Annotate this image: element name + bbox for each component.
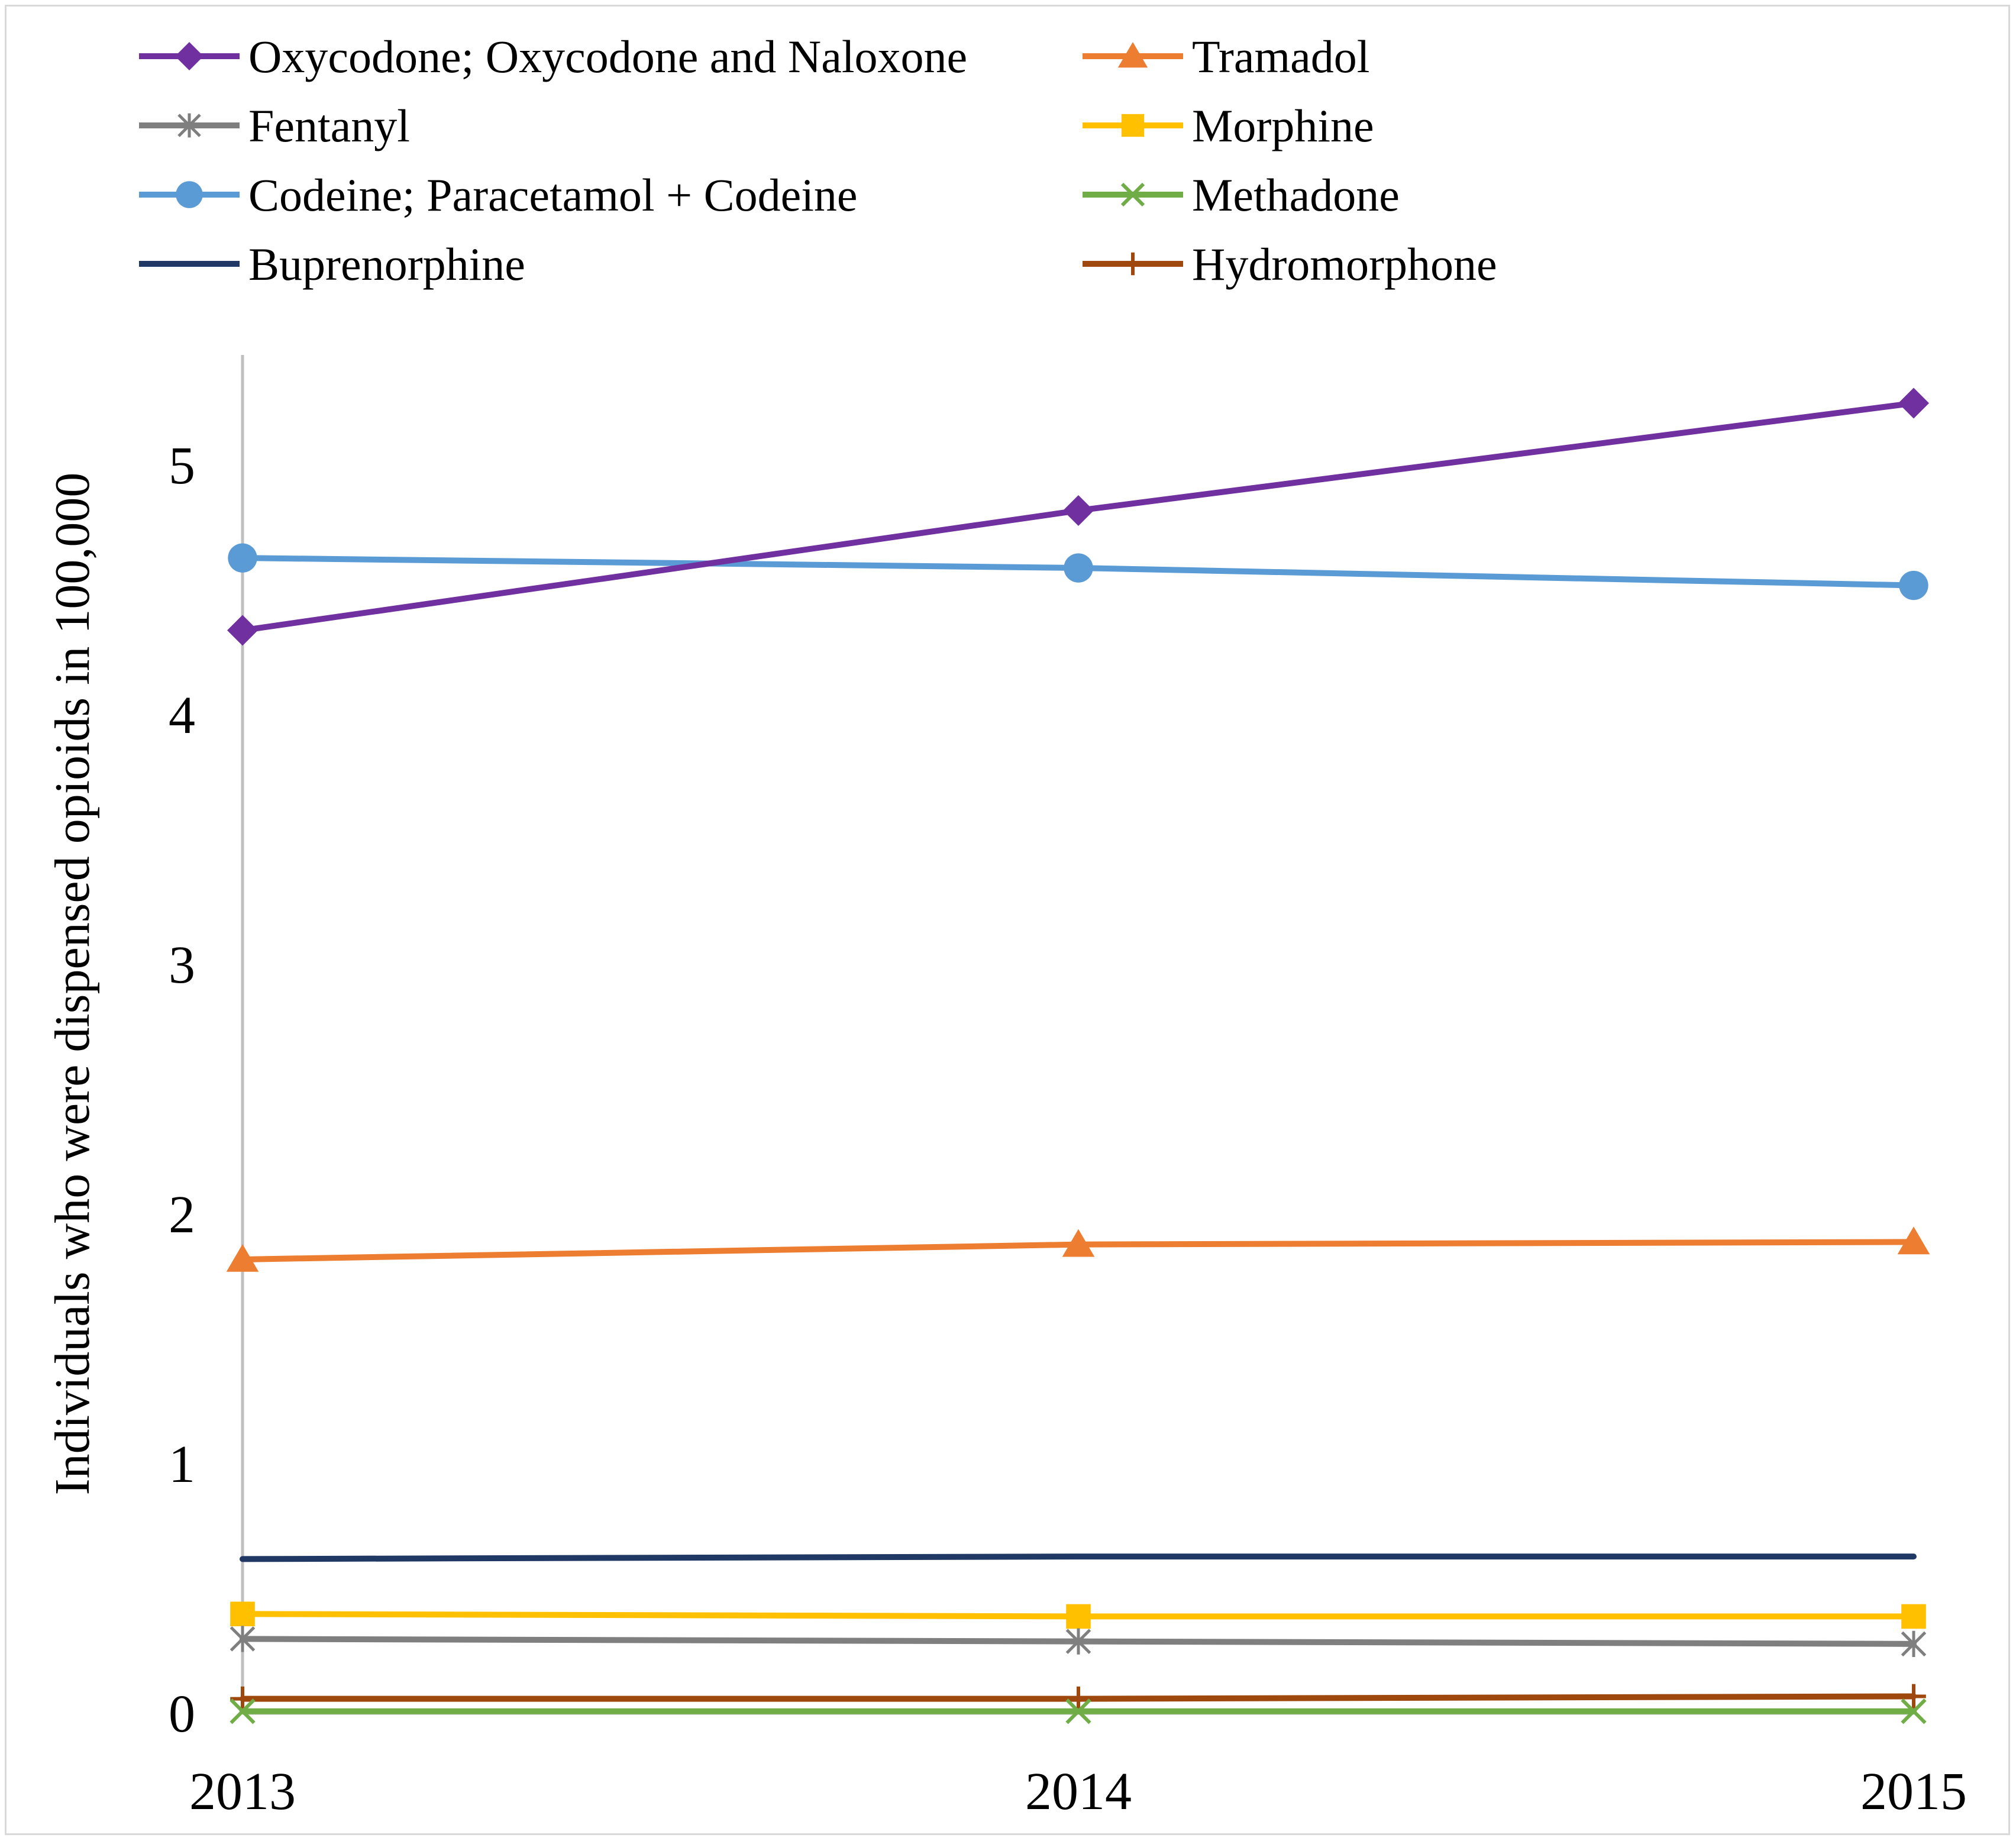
legend-item-hydromorphone: Hydromorphone bbox=[1083, 238, 1497, 290]
y-tick-label-4: 4 bbox=[169, 686, 195, 745]
data-point-hydromorphone-2013 bbox=[230, 1686, 255, 1711]
data-point-methadone-2013 bbox=[230, 1698, 256, 1724]
data-point-morphine-2013 bbox=[230, 1601, 255, 1626]
y-tick-label-5: 5 bbox=[169, 437, 195, 495]
series-hydromorphone bbox=[230, 1684, 1926, 1711]
data-point-fentanyl-2015 bbox=[1901, 1630, 1927, 1657]
series-methadone bbox=[230, 1698, 1927, 1724]
chart-frame bbox=[5, 5, 2010, 1835]
series-codeine-paracetamol-codeine bbox=[228, 543, 1928, 600]
data-point-codeine-paracetamol-codeine-2015 bbox=[1899, 570, 1928, 600]
series-group bbox=[226, 387, 1930, 1724]
data-point-tramadol-2014 bbox=[1062, 1229, 1095, 1257]
legend-label-fentanyl: Fentanyl bbox=[248, 100, 410, 151]
legend-label-methadone: Methadone bbox=[1192, 169, 1400, 221]
legend-item-codeine-paracetamol-codeine: Codeine; Paracetamol + Codeine bbox=[139, 169, 858, 221]
x-tick-label-2014: 2014 bbox=[1025, 1762, 1132, 1821]
y-tick-label-1: 1 bbox=[169, 1435, 195, 1494]
legend-item-fentanyl: Fentanyl bbox=[139, 100, 410, 151]
legend-label-hydromorphone: Hydromorphone bbox=[1192, 238, 1497, 290]
legend-item-tramadol: Tramadol bbox=[1083, 31, 1369, 82]
legend-item-oxycodone-oxycodone-and-naloxone: Oxycodone; Oxycodone and Naloxone bbox=[139, 31, 967, 82]
legend-item-methadone: Methadone bbox=[1083, 169, 1400, 221]
y-axis-title: Individuals who were dispensed opioids i… bbox=[45, 473, 100, 1496]
data-point-fentanyl-2013 bbox=[230, 1626, 256, 1652]
series-fentanyl bbox=[230, 1626, 1927, 1657]
data-point-fentanyl-2014 bbox=[1065, 1628, 1091, 1655]
legend-label-codeine-paracetamol-codeine: Codeine; Paracetamol + Codeine bbox=[248, 169, 858, 221]
series-morphine bbox=[230, 1601, 1926, 1629]
data-point-morphine-2014 bbox=[1066, 1604, 1091, 1629]
legend-marker-methadone bbox=[1120, 182, 1145, 207]
series-tramadol bbox=[226, 1226, 1930, 1272]
legend-marker-hydromorphone bbox=[1121, 252, 1145, 276]
legend-marker-oxycodone-oxycodone-and-naloxone bbox=[175, 42, 203, 70]
data-point-codeine-paracetamol-codeine-2014 bbox=[1064, 553, 1093, 583]
legend-marker-codeine-paracetamol-codeine bbox=[176, 181, 203, 208]
data-point-oxycodone-oxycodone-and-naloxone-2015 bbox=[1898, 387, 1929, 419]
legend-marker-fentanyl bbox=[177, 113, 201, 138]
series-oxycodone-oxycodone-and-naloxone bbox=[227, 387, 1929, 646]
data-point-oxycodone-oxycodone-and-naloxone-2013 bbox=[227, 615, 258, 646]
x-tick-label-2015: 2015 bbox=[1860, 1762, 1967, 1821]
legend-label-tramadol: Tramadol bbox=[1192, 31, 1369, 82]
data-point-morphine-2015 bbox=[1901, 1604, 1926, 1629]
data-point-hydromorphone-2014 bbox=[1066, 1686, 1091, 1711]
legend-label-oxycodone-oxycodone-and-naloxone: Oxycodone; Oxycodone and Naloxone bbox=[248, 31, 967, 82]
legend-item-morphine: Morphine bbox=[1083, 100, 1374, 151]
legend: Oxycodone; Oxycodone and Naloxone Tramado… bbox=[139, 31, 1497, 290]
data-point-tramadol-2015 bbox=[1897, 1226, 1930, 1255]
data-point-hydromorphone-2015 bbox=[1901, 1684, 1926, 1709]
data-point-methadone-2014 bbox=[1065, 1698, 1091, 1724]
series-line-buprenorphine bbox=[240, 1553, 1917, 1562]
legend-item-buprenorphine: Buprenorphine bbox=[139, 238, 525, 290]
legend-label-buprenorphine: Buprenorphine bbox=[248, 238, 525, 290]
y-tick-label-0: 0 bbox=[169, 1685, 195, 1743]
data-point-methadone-2015 bbox=[1901, 1698, 1927, 1724]
legend-label-morphine: Morphine bbox=[1192, 100, 1374, 151]
y-tick-label-3: 3 bbox=[169, 936, 195, 994]
legend-marker-tramadol bbox=[1117, 42, 1148, 68]
data-point-oxycodone-oxycodone-and-naloxone-2014 bbox=[1063, 495, 1094, 526]
x-tick-label-2013: 2013 bbox=[189, 1762, 296, 1821]
data-point-codeine-paracetamol-codeine-2013 bbox=[228, 543, 257, 573]
legend-marker-morphine bbox=[1121, 114, 1145, 137]
y-tick-label-2: 2 bbox=[169, 1186, 195, 1244]
series-buprenorphine bbox=[240, 1553, 1917, 1562]
data-point-tramadol-2013 bbox=[226, 1244, 259, 1272]
